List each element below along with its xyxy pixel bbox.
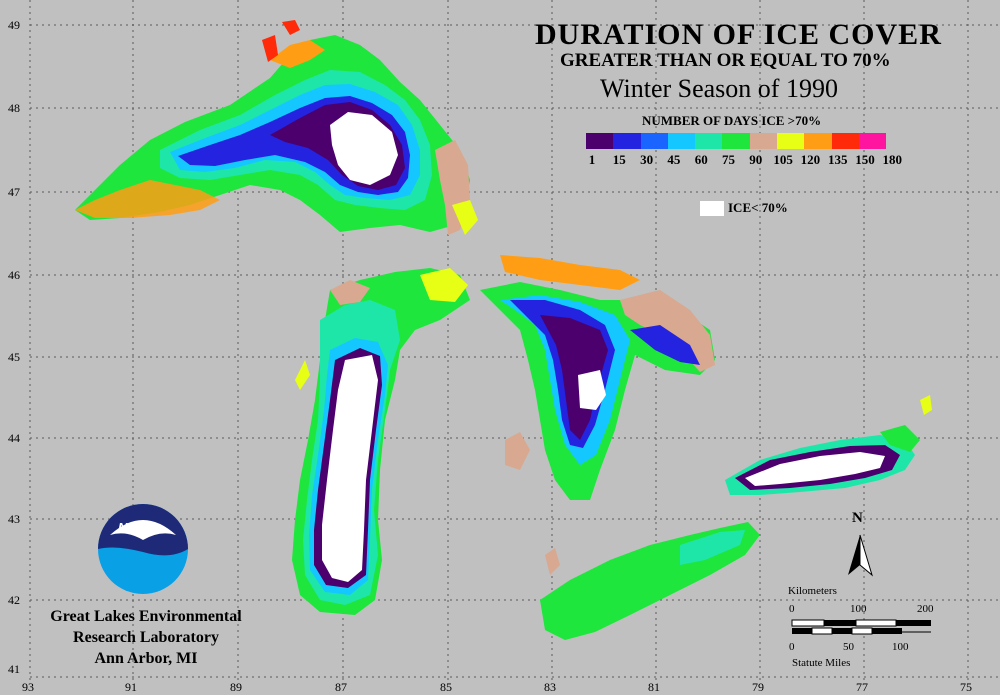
legend-swatch [804, 133, 832, 149]
lake-superior [75, 20, 478, 235]
legend-tick-label: 135 [827, 152, 848, 167]
lat-label: 49 [8, 18, 20, 32]
lat-label: 45 [8, 350, 20, 364]
km-tick: 100 [850, 603, 867, 615]
compass-label: N [852, 510, 863, 526]
map-title: DURATION OF ICE COVER [535, 18, 942, 51]
km-tick: 200 [917, 603, 934, 615]
mi-tick: 50 [843, 641, 854, 653]
lake-ontario [725, 395, 932, 495]
legend-tick-label: 90 [749, 152, 763, 167]
legend-swatch [586, 133, 614, 149]
legend-tick-label: 150 [855, 152, 875, 167]
lon-label: 85 [440, 680, 452, 694]
lon-label: 77 [856, 680, 868, 694]
lake-huron [480, 255, 715, 500]
legend-swatch [640, 133, 668, 149]
legend-tick-label: 30 [640, 152, 654, 167]
lat-label: 42 [8, 593, 20, 607]
north-arrow-icon [848, 534, 873, 577]
lab-location: Ann Arbor, MI [94, 650, 198, 667]
lon-label: 75 [960, 680, 972, 694]
legend-swatch [695, 133, 723, 149]
ice-swatch [700, 200, 724, 216]
legend-tick-label: 45 [667, 152, 681, 167]
legend-tick-label: 180 [882, 152, 903, 167]
lake-michigan [292, 268, 470, 615]
lab-name-line1: Great Lakes Environmental [50, 608, 242, 625]
legend-swatch [613, 133, 641, 149]
lat-label: 47 [8, 185, 20, 199]
lat-label: 41 [8, 662, 20, 676]
legend-tick-label: 60 [694, 152, 708, 167]
mi-label: Statute Miles [792, 657, 851, 669]
legend-swatch [722, 133, 750, 149]
lake-erie [540, 522, 760, 640]
legend-tick-label: 105 [773, 152, 793, 167]
map-subtitle: GREATER THAN OR EQUAL TO 70% [560, 50, 891, 71]
lon-label: 89 [230, 680, 242, 694]
lab-name-line2: Research Laboratory [73, 629, 219, 646]
lat-label: 44 [8, 431, 20, 445]
lat-label: 43 [8, 512, 20, 526]
km-label: Kilometers [788, 585, 837, 597]
lon-label: 83 [544, 680, 556, 694]
lon-label: 93 [22, 680, 34, 694]
noaa-logo [98, 504, 188, 594]
legend-swatch [749, 133, 778, 149]
lat-label: 48 [8, 101, 20, 115]
legend-swatch [831, 133, 859, 149]
legend-swatch [858, 133, 887, 149]
km-tick: 0 [789, 603, 795, 615]
legend-tick-label: 15 [612, 152, 626, 167]
scale-bar [791, 619, 931, 635]
season-label: Winter Season of 1990 [600, 74, 838, 103]
lon-label: 79 [752, 680, 764, 694]
legend-tick-label: 75 [722, 152, 735, 167]
legend-swatch [667, 133, 696, 149]
noaa-logo-text: NOAA [118, 520, 157, 535]
lon-label: 81 [648, 680, 660, 694]
mi-tick: 0 [789, 641, 795, 653]
legend-title: NUMBER OF DAYS ICE >70% [642, 113, 822, 128]
mi-tick: 100 [892, 641, 909, 653]
lat-label: 46 [8, 268, 20, 282]
lon-label: 87 [335, 680, 347, 694]
color-legend [586, 133, 887, 149]
legend-swatch [777, 133, 805, 149]
ice-legend: ICE< 70% [700, 200, 788, 216]
legend-tick-label: 1 [588, 152, 596, 167]
lon-label: 91 [125, 680, 137, 694]
legend-tick-label: 120 [800, 152, 821, 167]
ice-label: ICE< 70% [728, 200, 788, 215]
